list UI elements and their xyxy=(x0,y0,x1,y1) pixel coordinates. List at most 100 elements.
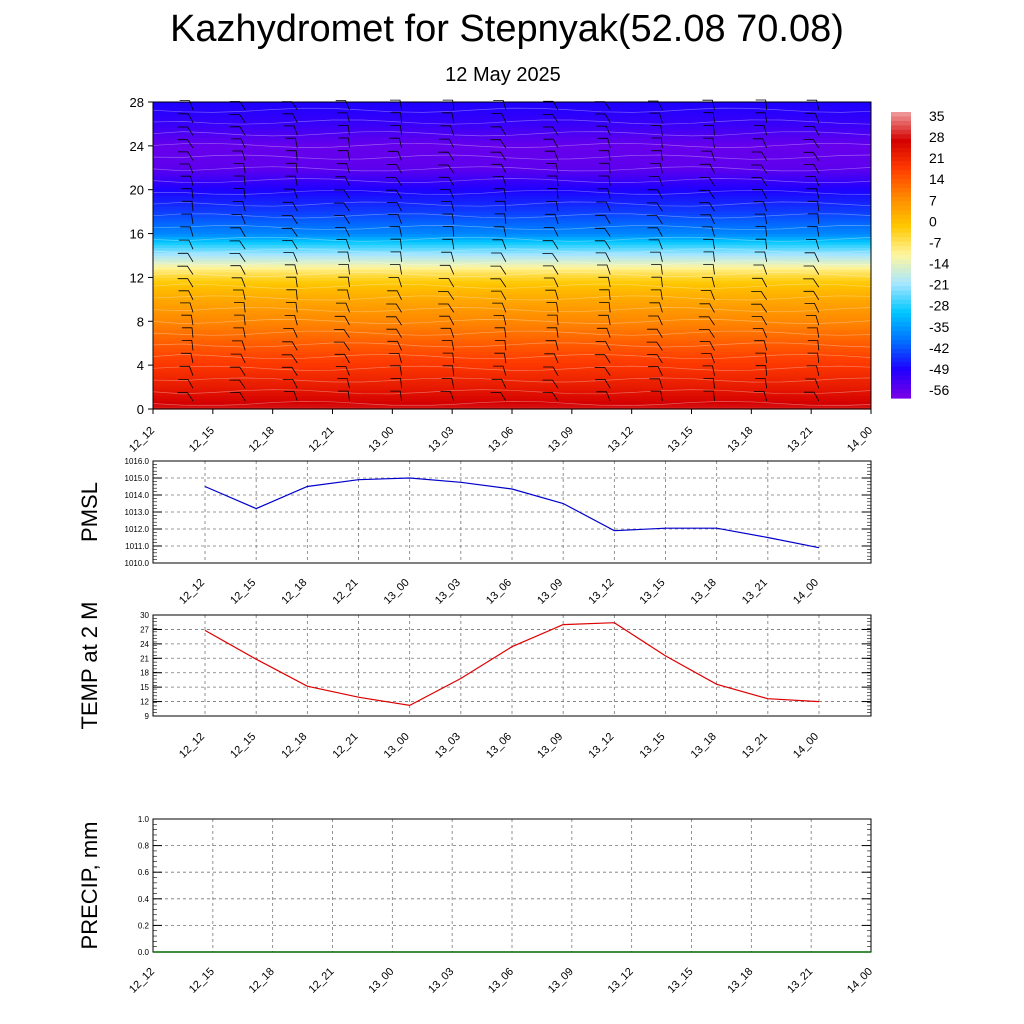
wind-barb xyxy=(754,125,768,136)
heatmap-ytick-label: 16 xyxy=(130,227,144,242)
colorbar-cell xyxy=(891,196,911,202)
wind-barb xyxy=(806,239,820,250)
wind-barb xyxy=(595,113,611,123)
wind-barb xyxy=(178,379,194,389)
heatmap-ytick-label: 28 xyxy=(130,95,144,110)
temp-xtick-label: 13_09 xyxy=(535,731,565,761)
wind-barb xyxy=(646,202,663,212)
heatmap-band xyxy=(153,145,871,150)
wind-barb xyxy=(648,366,663,376)
wind-barb xyxy=(284,264,298,275)
heatmap-band xyxy=(153,395,871,399)
heatmap-band xyxy=(153,296,871,300)
heatmap-xtick-label: 13_15 xyxy=(666,425,696,455)
ytick-label: 21 xyxy=(140,654,149,663)
wind-barb xyxy=(596,327,611,338)
wind-barb xyxy=(389,137,402,149)
heatmap-band xyxy=(153,288,871,292)
heatmap-band xyxy=(153,365,871,369)
temp-xtick-label: 12_21 xyxy=(331,731,361,761)
wind-barb xyxy=(752,138,768,149)
wind-barb xyxy=(281,227,298,237)
pmsl-xtick-label: 13_12 xyxy=(586,577,616,607)
wind-barb xyxy=(282,240,298,250)
precip-xtick-label: 13_06 xyxy=(486,966,516,996)
contour-line xyxy=(152,154,872,160)
colorbar-cell xyxy=(891,299,911,305)
colorbar-cell xyxy=(891,138,911,144)
precip-xtick-label: 13_21 xyxy=(785,966,815,996)
heatmap-band xyxy=(153,154,871,158)
heatmap-band xyxy=(153,126,871,131)
wind-barb xyxy=(438,278,455,288)
heatmap-xtick-label: 13_18 xyxy=(725,425,755,455)
heatmap-band xyxy=(153,247,871,251)
wind-barb xyxy=(805,378,820,389)
heatmap-band xyxy=(153,326,871,331)
colorbar-cell xyxy=(891,313,911,319)
colorbar-label: 28 xyxy=(929,129,945,145)
ytick-label: 24 xyxy=(140,640,149,649)
wind-barb xyxy=(440,391,455,402)
colorbar-cell xyxy=(891,348,911,354)
heatmap-band xyxy=(153,406,871,410)
contour-line xyxy=(152,119,872,125)
pmsl-xtick-label: 13_00 xyxy=(382,577,412,607)
heatmap-band xyxy=(153,307,871,311)
wind-barb xyxy=(439,315,455,326)
wind-barb xyxy=(234,302,246,313)
wind-barb xyxy=(542,265,559,275)
wind-barb xyxy=(647,227,663,237)
wind-barb xyxy=(803,139,820,149)
wind-barb xyxy=(284,188,298,199)
wind-barb xyxy=(807,327,820,338)
contour-line xyxy=(152,354,872,360)
pmsl-xtick-label: 13_21 xyxy=(740,577,770,607)
series-line xyxy=(204,622,820,707)
heatmap-band xyxy=(153,337,871,342)
wind-barb xyxy=(493,100,507,111)
heatmap-band xyxy=(153,274,871,279)
colorbar-cell xyxy=(891,232,911,238)
heatmap-band xyxy=(153,230,871,235)
wind-barb xyxy=(231,138,246,149)
wind-barb xyxy=(804,126,820,136)
heatmap-band xyxy=(153,313,871,317)
wind-barb xyxy=(803,265,820,275)
wind-barb xyxy=(545,340,559,351)
wind-barb xyxy=(179,100,194,111)
heatmap-xtick-label: 13_00 xyxy=(366,425,396,455)
precip-xtick-label: 13_15 xyxy=(666,966,696,996)
temp-xtick-label: 12_15 xyxy=(228,731,258,761)
wind-barb xyxy=(490,265,507,275)
contour-line xyxy=(152,401,872,407)
wind-barb xyxy=(755,238,768,250)
ylabel: PMSL xyxy=(77,482,102,542)
wind-barb xyxy=(547,314,559,326)
temp-xtick-label: 13_06 xyxy=(484,731,514,761)
heatmap-band xyxy=(153,118,871,122)
wind-barb xyxy=(752,189,768,199)
contour-line xyxy=(152,142,872,148)
wind-barb xyxy=(542,392,559,402)
wind-barb xyxy=(594,354,611,364)
pmsl-xtick-label: 13_18 xyxy=(689,577,719,607)
heatmap-band xyxy=(153,403,871,407)
wind-barb xyxy=(338,125,350,136)
ytick-label: 30 xyxy=(140,611,149,620)
wind-barb xyxy=(177,265,194,275)
ytick-label: 1011.0 xyxy=(125,542,149,551)
wind-barb xyxy=(337,251,350,262)
wind-barb xyxy=(180,352,194,364)
heatmap-xtick-label: 12_21 xyxy=(307,425,337,455)
wind-barb xyxy=(492,302,507,313)
precip-xtick-label: 13_18 xyxy=(725,966,755,996)
colorbar-cell xyxy=(891,237,911,243)
heatmap-band xyxy=(153,302,871,306)
heatmap-ytick-label: 12 xyxy=(130,270,144,285)
wind-barb xyxy=(703,125,715,136)
heatmap-band xyxy=(153,376,871,380)
wind-barb xyxy=(492,239,507,250)
colorbar-cell xyxy=(891,375,911,381)
ytick-label: 1016.0 xyxy=(125,457,150,466)
